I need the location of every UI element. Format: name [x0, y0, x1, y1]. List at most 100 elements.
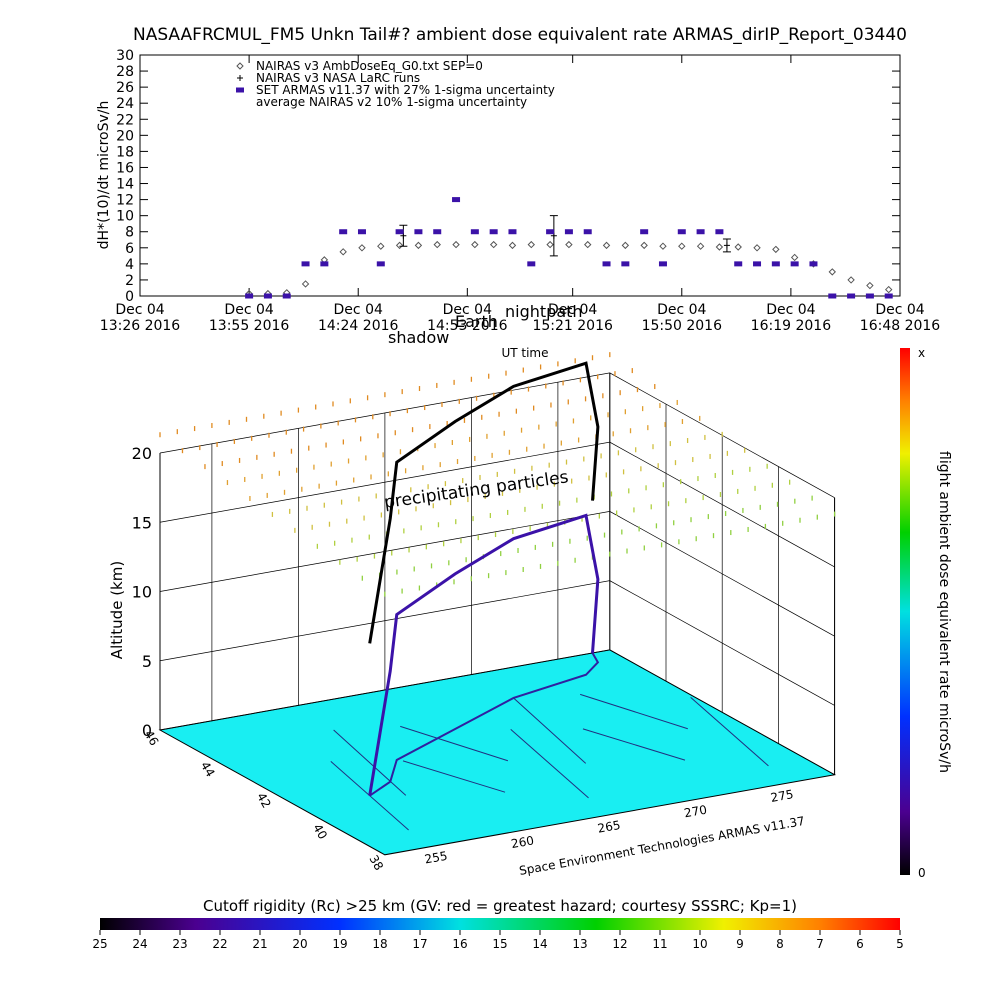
marker	[678, 242, 686, 250]
marker	[584, 240, 592, 249]
marker	[508, 229, 517, 235]
colorbar-tick-label: 17	[412, 937, 427, 951]
marker	[715, 243, 724, 251]
colorbar-bottom-label: 0	[918, 866, 926, 880]
z-axis-label: Altitude (km)	[108, 561, 126, 659]
y-tick-label: 42	[254, 790, 274, 810]
x-tick-label: Dec 04 16:48 2016	[860, 302, 941, 334]
x-tick-label: 265	[597, 818, 622, 836]
x-tick-label: Dec 04 15:21 2016	[532, 302, 613, 334]
marker	[377, 242, 385, 250]
marker	[696, 229, 705, 235]
chart-title: NASAAFRCMUL_FM5 Unkn Tail#? ambient dose…	[133, 25, 907, 45]
marker	[602, 241, 611, 250]
y-tick-label: 24	[116, 96, 134, 112]
marker	[546, 240, 554, 249]
x-tick-label: Dec 04 14:24 2016	[318, 302, 399, 334]
marker	[339, 248, 347, 256]
colorbar-tick-label: 22	[212, 937, 227, 951]
colorbar-tick-label: 11	[652, 937, 667, 951]
y-tick-label: 16	[116, 160, 134, 176]
marker	[237, 75, 243, 81]
marker	[696, 242, 705, 250]
marker	[723, 242, 730, 249]
marker	[659, 242, 667, 250]
annotation: nightpath	[505, 302, 583, 321]
y-tick-label: 14	[116, 177, 134, 193]
legend-label: NAIRAS v3 NASA LaRC runs	[256, 71, 420, 85]
marker	[583, 229, 592, 235]
marker	[245, 293, 254, 299]
colorbar-tick-label: 14	[532, 937, 547, 951]
marker	[715, 229, 724, 235]
y-tick-label: 46	[142, 728, 162, 748]
marker	[565, 240, 573, 249]
marker	[414, 229, 423, 235]
colorbar-tick-label: 21	[252, 937, 267, 951]
marker	[865, 293, 874, 299]
marker	[357, 229, 366, 235]
map-line	[402, 760, 506, 793]
marker	[809, 261, 818, 267]
marker	[621, 241, 630, 250]
z-tick-label: 10	[132, 583, 152, 602]
y-tick-label: 40	[310, 821, 330, 841]
z-tick-label: 20	[132, 444, 152, 463]
y-tick-label: 12	[116, 193, 134, 209]
marker	[771, 261, 780, 267]
colorbar-tick-label: 8	[776, 937, 784, 951]
annotation: Earth	[455, 312, 498, 331]
marker	[395, 241, 404, 250]
y-tick-label: 4	[125, 257, 134, 273]
map-line	[330, 761, 409, 831]
y-tick-label: 44	[198, 759, 218, 779]
marker	[282, 293, 291, 299]
colorbar-tick-label: 25	[92, 937, 107, 951]
colorbar-tick-label: 13	[572, 937, 587, 951]
colorbar-tick-label: 6	[856, 937, 864, 951]
y-tick-label: 38	[366, 853, 386, 873]
marker	[452, 240, 460, 249]
marker	[263, 293, 272, 299]
map-line	[582, 728, 686, 761]
colorbar-top-label: x	[918, 346, 925, 360]
marker	[885, 285, 893, 294]
y-tick-label: 0	[125, 289, 134, 305]
marker	[828, 268, 836, 276]
x-tick-label: Dec 04 16:19 2016	[751, 302, 832, 334]
marker	[489, 240, 498, 249]
x-tick-label: Dec 04 13:26 2016	[100, 302, 181, 334]
legend-label: NAIRAS v3 AmbDoseEq_G0.txt SEP=0	[256, 59, 483, 73]
colorbar-tick-label: 12	[612, 937, 627, 951]
colorbar-tick-label: 5	[896, 937, 904, 951]
y-tick-label: 2	[125, 273, 134, 289]
marker	[677, 229, 686, 235]
marker	[753, 244, 761, 252]
rigidity-colorbar	[100, 918, 900, 930]
dose-track	[368, 361, 600, 644]
map-line	[579, 693, 688, 730]
marker	[358, 244, 366, 252]
x-axis-label: UT time	[501, 346, 548, 360]
colorbar-tick-label: 20	[292, 937, 307, 951]
x-tick-label: 260	[510, 833, 535, 851]
x-tick-label: Dec 04 14:53 2016	[427, 302, 508, 334]
colorbar-tick-label: 24	[132, 937, 147, 951]
marker	[320, 261, 329, 267]
plot-3d: 051015202552602652702754644424038precipi…	[108, 302, 837, 878]
y-axis-label: dH*(10)/dt microSv/h	[96, 101, 112, 250]
marker	[527, 240, 535, 249]
marker	[414, 241, 423, 250]
map-line	[400, 725, 509, 762]
colorbar-tick-label: 15	[492, 937, 507, 951]
marker	[790, 261, 799, 267]
marker	[564, 229, 573, 235]
grid-line	[159, 511, 835, 637]
y-tick-label: 26	[116, 80, 134, 96]
marker	[236, 87, 244, 93]
x-tick-label: Dec 04 13:55 2016	[209, 302, 290, 334]
map-line	[510, 728, 589, 799]
marker	[452, 197, 461, 203]
marker	[546, 229, 555, 235]
